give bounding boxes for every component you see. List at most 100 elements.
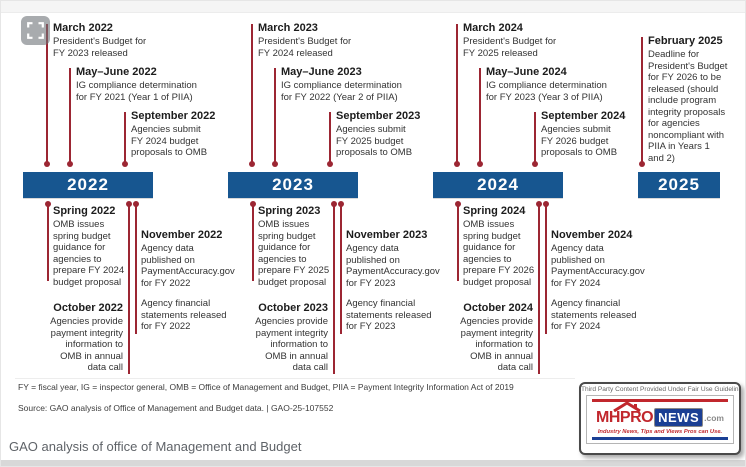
event-title: March 2022	[53, 22, 113, 34]
connector-line	[457, 204, 459, 281]
year-label: 2023	[272, 175, 314, 194]
connector-dot	[45, 201, 51, 207]
year-label: 2022	[67, 175, 109, 194]
event-body: IG compliance determination for FY 2023 …	[486, 80, 607, 103]
connector-dot	[543, 201, 549, 207]
event-title: September 2024	[541, 110, 626, 122]
event-title: November 2024	[551, 229, 633, 241]
timeline-event: October 2024 Agencies provide payment in…	[435, 302, 533, 374]
page-edge-top	[1, 1, 745, 13]
event-title: March 2023	[258, 22, 318, 34]
event-title: November 2023	[346, 229, 428, 241]
fullscreen-button[interactable]	[21, 16, 50, 45]
event-title: Spring 2023	[258, 205, 321, 217]
connector-line	[274, 68, 276, 163]
connector-dot	[338, 201, 344, 207]
connector-dot	[536, 201, 542, 207]
year-label-bar: 2024	[433, 172, 563, 198]
connector-line	[538, 204, 540, 374]
year-label-bar: 2025	[638, 172, 720, 198]
event-title: March 2024	[463, 22, 523, 34]
event-body: Agencies provide payment integrity infor…	[50, 316, 123, 373]
timeline-year-column: 2022 March 2022 President's Budget for F…	[23, 1, 235, 401]
event-body: Agency financial statements released for…	[346, 298, 432, 332]
third-party-attribution-box: Third Party Content Provided Under Fair …	[579, 382, 741, 455]
connector-dot	[250, 201, 256, 207]
year-label: 2024	[477, 175, 519, 194]
below-timeline-events: Spring 2023 OMB issues spring budget gui…	[228, 1, 440, 401]
event-body: Agency financial statements released for…	[141, 298, 227, 332]
event-body: President's Budget for FY 2025 released	[463, 36, 557, 59]
connector-line	[135, 204, 137, 334]
connector-line	[251, 24, 253, 163]
event-body: IG compliance determination for FY 2021 …	[76, 80, 197, 103]
year-label-bar: 2022	[23, 172, 153, 198]
brand-news-text: NEWS	[654, 408, 704, 427]
year-label: 2025	[658, 175, 700, 194]
event-title: September 2022	[131, 110, 216, 122]
connector-dot	[133, 201, 139, 207]
timeline-event: November 2023 Agency data published on P…	[346, 229, 456, 333]
brand-row: MHPRO NEWS .com	[590, 401, 730, 427]
event-body: Agencies provide payment integrity infor…	[255, 316, 328, 373]
event-title: May–June 2023	[281, 66, 362, 78]
timeline-year-column: 2025 February 2025 Deadline for Presiden…	[638, 1, 745, 401]
logo-red-rule	[592, 399, 728, 402]
event-body: Agency data published on PaymentAccuracy…	[141, 243, 235, 289]
event-title: October 2024	[463, 302, 533, 314]
fair-use-label: Third Party Content Provided Under Fair …	[581, 386, 739, 393]
connector-line	[329, 112, 331, 163]
event-body: Agencies submit FY 2024 budget proposals…	[131, 124, 208, 158]
connector-line	[124, 112, 126, 163]
connector-dot	[455, 201, 461, 207]
event-title: November 2022	[141, 229, 223, 241]
figure-caption: GAO analysis of office of Management and…	[9, 439, 302, 454]
event-title: October 2022	[53, 302, 123, 314]
event-body: Agencies provide payment integrity infor…	[460, 316, 533, 373]
connector-line	[46, 24, 48, 163]
connector-dot	[532, 161, 538, 167]
event-title: Spring 2022	[53, 205, 116, 217]
event-body: Agencies submit FY 2026 budget proposals…	[541, 124, 618, 158]
event-body: President's Budget for FY 2023 released	[53, 36, 147, 59]
connector-dot	[122, 161, 128, 167]
event-body: OMB issues spring budget guidance for ag…	[258, 219, 330, 288]
event-title: Spring 2024	[463, 205, 526, 217]
event-body: Agency data published on PaymentAccuracy…	[346, 243, 440, 289]
expand-icon	[27, 22, 44, 39]
connector-line	[456, 24, 458, 163]
event-title: May–June 2022	[76, 66, 157, 78]
timeline-event: Spring 2023 OMB issues spring budget gui…	[258, 205, 338, 288]
event-body: Agency financial statements released for…	[551, 298, 637, 332]
connector-line	[479, 68, 481, 163]
event-title: May–June 2024	[486, 66, 567, 78]
connector-line	[641, 37, 643, 163]
timeline-event: November 2024 Agency data published on P…	[551, 229, 661, 333]
brand-tagline: Industry News, Tips and Views Pros can U…	[597, 429, 723, 435]
event-title: September 2023	[336, 110, 421, 122]
timeline-year-column: 2024 March 2024 President's Budget for F…	[433, 1, 645, 401]
brand-com-text: .com	[704, 412, 724, 423]
below-timeline-events: Spring 2022 OMB issues spring budget gui…	[23, 1, 235, 401]
timeline-event: October 2022 Agencies provide payment in…	[25, 302, 123, 374]
event-body: Agencies submit FY 2025 budget proposals…	[336, 124, 413, 158]
notes-divider	[15, 378, 575, 379]
event-body: Agency data published on PaymentAccuracy…	[551, 243, 645, 289]
event-body: OMB issues spring budget guidance for ag…	[53, 219, 125, 288]
event-body: OMB issues spring budget guidance for ag…	[463, 219, 535, 288]
page-edge-bottom	[1, 460, 745, 466]
brand-mhpro-text: MHPRO	[596, 408, 654, 426]
abbreviations-note: FY = fiscal year, IG = inspector general…	[18, 382, 514, 392]
connector-dot	[454, 161, 460, 167]
event-title: October 2023	[258, 302, 328, 314]
house-roof-icon	[613, 401, 641, 412]
mhpronews-logo: MHPRO NEWS .com Industry News, Tips and Vi…	[586, 395, 734, 444]
connector-dot	[272, 161, 278, 167]
year-label-bar: 2023	[228, 172, 358, 198]
connector-line	[47, 204, 49, 281]
connector-dot	[639, 161, 645, 167]
timeline-event: Spring 2022 OMB issues spring budget gui…	[53, 205, 133, 288]
connector-dot	[126, 201, 132, 207]
connector-dot	[44, 161, 50, 167]
